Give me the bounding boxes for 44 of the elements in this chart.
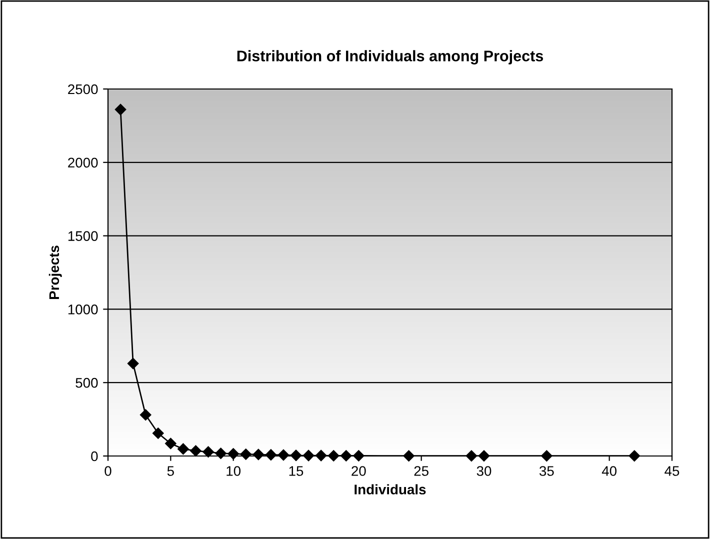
point — [353, 450, 364, 462]
x-tick-label: 45 — [664, 466, 680, 476]
y-tick-label: 2000 — [68, 158, 98, 168]
point — [290, 450, 302, 462]
point — [478, 450, 490, 462]
x-tick-label: 40 — [602, 466, 617, 476]
point — [228, 448, 239, 460]
x-tick-label: 20 — [352, 466, 366, 476]
point — [140, 409, 152, 420]
point — [265, 449, 277, 460]
point — [178, 443, 189, 455]
y-tick-label: 500 — [76, 378, 98, 388]
point — [628, 450, 640, 462]
x-tick-label: 30 — [476, 466, 492, 476]
x-tick-label: 35 — [539, 466, 554, 476]
point — [165, 438, 176, 450]
x-tick-label: 0 — [104, 466, 112, 476]
x-axis-title: Individuals — [354, 484, 426, 494]
point — [302, 450, 314, 462]
y-axis-title: Projects — [48, 246, 62, 299]
point — [190, 445, 202, 456]
y-tick-label: 0 — [91, 451, 98, 462]
point — [252, 448, 264, 460]
y-tick-label: 1500 — [68, 231, 98, 241]
y-tick-label: 2500 — [68, 84, 98, 94]
x-tick-label: 5 — [167, 466, 174, 476]
point — [240, 448, 252, 460]
point — [127, 358, 139, 370]
x-tick-label: 10 — [226, 466, 241, 476]
point — [215, 448, 226, 459]
point — [152, 428, 164, 439]
y-tick-label: 1000 — [68, 304, 98, 314]
point — [403, 450, 414, 462]
point — [278, 449, 290, 461]
chart-title: Distribution of Individuals among Projects — [237, 50, 544, 64]
x-tick-label: 25 — [414, 466, 428, 476]
point — [328, 450, 340, 462]
point — [114, 104, 126, 116]
point — [315, 450, 327, 462]
point — [202, 446, 214, 458]
point — [340, 450, 352, 462]
point — [466, 450, 478, 462]
point — [541, 450, 552, 462]
x-tick-label: 15 — [289, 466, 304, 476]
